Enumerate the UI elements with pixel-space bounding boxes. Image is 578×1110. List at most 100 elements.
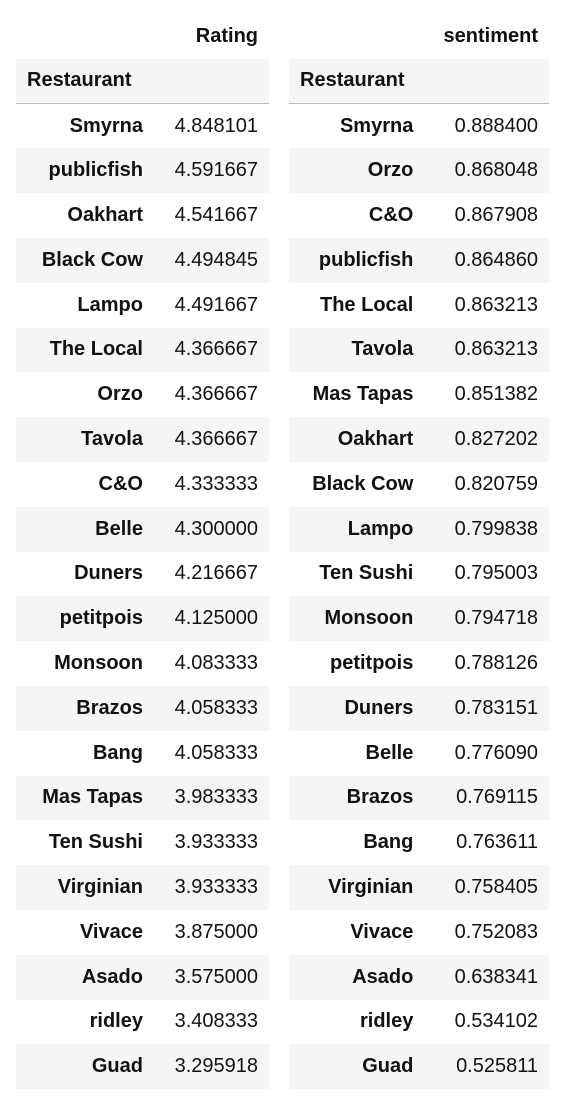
restaurant-name-cell: Monsoon	[289, 596, 425, 642]
value-cell: 0.638341	[424, 954, 549, 1000]
restaurant-name-cell: publicfish	[289, 237, 425, 283]
sentiment-table-row: Asado 0.638341	[289, 954, 549, 1000]
restaurant-name-cell: C&O	[16, 461, 154, 507]
header-corner-cell	[289, 14, 425, 59]
rating-table-row: Orzo 4.366667	[16, 372, 269, 418]
value-cell: 0.788126	[424, 641, 549, 686]
rating-table-row: Oakhart 4.541667	[16, 193, 269, 238]
restaurant-name-cell: Duners	[289, 685, 425, 731]
restaurant-name-cell: Tavola	[16, 417, 154, 462]
rating-table-row: Ten Sushi 3.933333	[16, 820, 269, 866]
rating-table-row: Belle 4.300000	[16, 506, 269, 552]
restaurant-name-cell: Black Cow	[289, 461, 425, 507]
restaurant-name-cell: The Local	[16, 327, 154, 373]
rating-table-row: C&O 4.333333	[16, 461, 269, 507]
restaurant-name-cell: Asado	[16, 954, 154, 1000]
value-cell: 3.933333	[153, 820, 269, 866]
value-cell: 3.983333	[153, 775, 269, 821]
restaurant-name-cell: Mas Tapas	[289, 372, 425, 418]
value-cell: 4.491667	[153, 282, 269, 328]
value-cell: 0.820759	[424, 461, 549, 507]
sentiment-table-row: Lampo 0.799838	[289, 506, 549, 552]
sentiment-table-row: publicfish 0.864860	[289, 237, 549, 283]
restaurant-name-cell: Oakhart	[16, 193, 154, 238]
sentiment-table-row: ridley 0.534102	[289, 999, 549, 1045]
restaurant-name-cell: Virginian	[289, 865, 425, 910]
restaurant-name-cell: Ten Sushi	[289, 551, 425, 597]
rating-table-row: The Local 4.366667	[16, 327, 269, 373]
restaurant-name-cell: Mas Tapas	[16, 775, 154, 821]
restaurant-name-cell: Guad	[16, 1044, 154, 1090]
value-cell: 4.848101	[153, 103, 269, 149]
restaurant-name-cell: Smyrna	[289, 103, 425, 149]
value-cell: 0.863213	[424, 282, 549, 328]
rating-table-row: Guad 3.295918	[16, 1044, 269, 1090]
value-cell: 4.541667	[153, 193, 269, 238]
value-cell: 4.494845	[153, 237, 269, 283]
rating-table-row: petitpois 4.125000	[16, 596, 269, 642]
rating-table: Rating Restaurant Smyrna 4.848101 publicfi…	[16, 14, 269, 1090]
value-cell: 4.366667	[153, 372, 269, 418]
value-cell: 0.863213	[424, 327, 549, 373]
sentiment-table-row: Smyrna 0.888400	[289, 103, 549, 149]
value-cell: 4.216667	[153, 551, 269, 597]
sentiment-table-row: Tavola 0.863213	[289, 327, 549, 373]
restaurant-name-cell: Virginian	[16, 865, 154, 910]
value-cell: 0.783151	[424, 685, 549, 731]
rating-table-row: Black Cow 4.494845	[16, 237, 269, 283]
value-cell: 0.763611	[424, 820, 549, 866]
restaurant-name-cell: The Local	[289, 282, 425, 328]
restaurant-name-cell: Belle	[16, 506, 154, 552]
index-name-spacer	[153, 58, 269, 105]
value-cell: 0.525811	[424, 1044, 549, 1090]
index-name-row: Restaurant	[289, 58, 549, 105]
value-cell: 4.125000	[153, 596, 269, 642]
sentiment-table: sentiment Restaurant Smyrna 0.888400 Orzo 0…	[289, 14, 549, 1090]
restaurant-name-cell: petitpois	[16, 596, 154, 642]
restaurant-name-cell: ridley	[16, 999, 154, 1045]
value-cell: 0.769115	[424, 775, 549, 821]
index-name-spacer	[424, 58, 549, 105]
restaurant-name-cell: ridley	[289, 999, 425, 1045]
restaurant-name-cell: Ten Sushi	[16, 820, 154, 866]
sentiment-table-row: Mas Tapas 0.851382	[289, 372, 549, 418]
restaurant-name-cell: C&O	[289, 193, 425, 238]
value-cell: 0.827202	[424, 417, 549, 462]
sentiment-table-row: Vivace 0.752083	[289, 909, 549, 955]
header-corner-cell	[16, 14, 154, 59]
rating-table-row: Smyrna 4.848101	[16, 103, 269, 149]
sentiment-table-row: petitpois 0.788126	[289, 641, 549, 686]
rating-table-row: Bang 4.058333	[16, 730, 269, 776]
value-cell: 4.058333	[153, 685, 269, 731]
sentiment-table-row: Monsoon 0.794718	[289, 596, 549, 642]
value-cell: 0.867908	[424, 193, 549, 238]
restaurant-name-cell: publicfish	[16, 148, 154, 194]
value-cell: 4.591667	[153, 148, 269, 194]
restaurant-name-cell: Asado	[289, 954, 425, 1000]
restaurant-name-cell: Smyrna	[16, 103, 154, 149]
index-name-row: Restaurant	[16, 58, 269, 105]
value-cell: 0.752083	[424, 909, 549, 955]
rating-table-body: Smyrna 4.848101 publicfish 4.591667 Oakhart 4…	[16, 103, 269, 1090]
sentiment-table-row: Ten Sushi 0.795003	[289, 551, 549, 597]
sentiment-table-row: Guad 0.525811	[289, 1044, 549, 1090]
restaurant-name-cell: Belle	[289, 730, 425, 776]
rating-table-row: Asado 3.575000	[16, 954, 269, 1000]
value-cell: 0.799838	[424, 506, 549, 552]
value-cell: 4.300000	[153, 506, 269, 552]
sentiment-table-body: Smyrna 0.888400 Orzo 0.868048 C&O 0.867908 pub…	[289, 103, 549, 1090]
value-cell: 4.333333	[153, 461, 269, 507]
sentiment-table-row: Oakhart 0.827202	[289, 417, 549, 462]
restaurant-name-cell: Lampo	[16, 282, 154, 328]
rating-table-row: ridley 3.408333	[16, 999, 269, 1045]
restaurant-name-cell: Brazos	[16, 685, 154, 731]
restaurant-name-cell: Bang	[16, 730, 154, 776]
value-cell: 0.868048	[424, 148, 549, 194]
value-cell: 0.851382	[424, 372, 549, 418]
column-header-row: sentiment	[289, 14, 549, 59]
value-cell: 3.933333	[153, 865, 269, 910]
restaurant-name-cell: Black Cow	[16, 237, 154, 283]
restaurant-name-cell: Vivace	[289, 909, 425, 955]
value-cell: 4.058333	[153, 730, 269, 776]
restaurant-name-cell: Tavola	[289, 327, 425, 373]
